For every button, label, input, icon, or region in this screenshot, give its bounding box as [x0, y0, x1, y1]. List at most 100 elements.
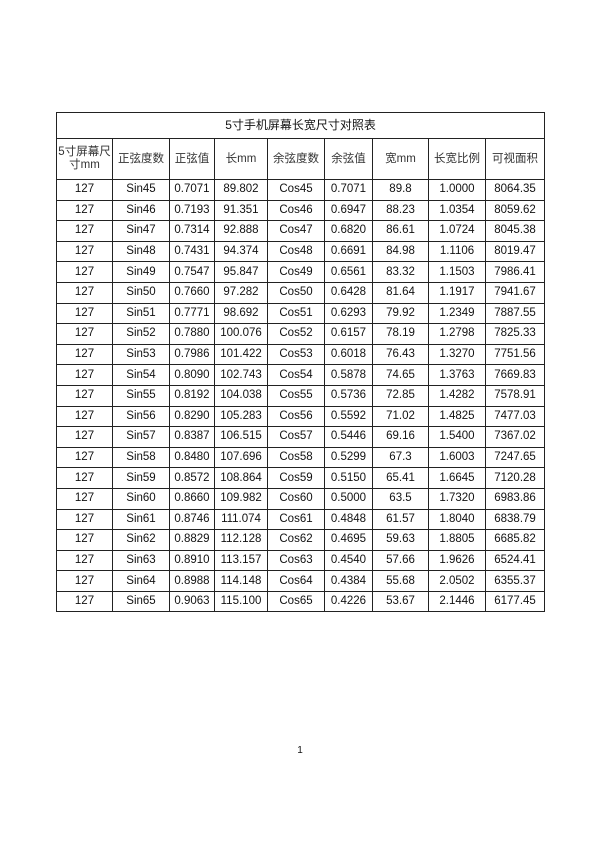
- column-header: 可视面积: [484, 138, 546, 180]
- table-cell: Sin47: [112, 220, 170, 242]
- table-cell: 127: [56, 261, 113, 283]
- table-cell: 86.61: [372, 220, 429, 242]
- table-cell: 112.128: [214, 529, 268, 551]
- header-row: 5寸屏幕尺寸mm 正弦度数 正弦值 长mm 余弦度数 余弦值 宽mm 长宽比例 可视面积: [56, 138, 546, 180]
- table-cell: 0.4848: [324, 508, 373, 531]
- table-cell: 7120.28: [484, 467, 546, 489]
- table-cell: 104.038: [214, 384, 268, 407]
- table-cell: 94.374: [214, 240, 268, 263]
- table-cell: Cos64: [267, 570, 325, 592]
- table-cell: 1.9626: [428, 549, 486, 572]
- table-row: 127 Sin62 0.8829 112.128 Cos62 0.4695 59.63 1.8…: [56, 529, 546, 551]
- table-cell: 127: [56, 467, 113, 489]
- table-cell: 0.7314: [169, 220, 215, 242]
- table-cell: 1.4825: [428, 405, 486, 428]
- table-cell: 83.32: [372, 261, 429, 283]
- table-cell: 0.4226: [324, 590, 373, 613]
- table-cell: 57.66: [372, 549, 429, 572]
- table-row: 127 Sin64 0.8988 114.148 Cos64 0.4384 55.68 2.0…: [56, 570, 546, 592]
- table-cell: 108.864: [214, 467, 268, 489]
- table-row: 127 Sin48 0.7431 94.374 Cos48 0.6691 84.98 1.11…: [56, 240, 546, 263]
- table-cell: 97.282: [214, 281, 268, 304]
- table-cell: 105.283: [214, 405, 268, 428]
- table-cell: 0.7193: [169, 199, 215, 222]
- table-cell: 89.802: [214, 179, 268, 201]
- table-cell: 107.696: [214, 446, 268, 469]
- table-cell: 6524.41: [484, 549, 546, 572]
- table-cell: 53.67: [372, 590, 429, 613]
- table-cell: 127: [56, 426, 113, 448]
- table-cell: 67.3: [372, 446, 429, 469]
- table-cell: 127: [56, 364, 113, 386]
- table-cell: Sin59: [112, 467, 170, 489]
- table-cell: 127: [56, 529, 113, 551]
- table-cell: 127: [56, 220, 113, 242]
- table-cell: 69.16: [372, 426, 429, 448]
- table-cell: 100.076: [214, 323, 268, 345]
- table-cell: Cos50: [267, 281, 325, 304]
- table-cell: 88.23: [372, 199, 429, 222]
- table-cell: 7941.67: [484, 281, 546, 304]
- table-cell: Sin61: [112, 508, 170, 531]
- table-cell: 1.6003: [428, 446, 486, 469]
- table-cell: 6355.37: [484, 570, 546, 592]
- table-cell: Sin52: [112, 323, 170, 345]
- table-row: 127 Sin63 0.8910 113.157 Cos63 0.4540 57.66 1.9…: [56, 549, 546, 572]
- table-cell: 7367.02: [484, 426, 546, 448]
- table-cell: 7669.83: [484, 364, 546, 386]
- table-cell: Cos63: [267, 549, 325, 572]
- table-cell: 55.68: [372, 570, 429, 592]
- table-cell: Sin63: [112, 549, 170, 572]
- column-header: 正弦值: [169, 138, 215, 180]
- table-cell: 8045.38: [484, 220, 546, 242]
- table-cell: 63.5: [372, 487, 429, 510]
- table-cell: 1.6645: [428, 467, 486, 489]
- table-cell: 76.43: [372, 343, 429, 366]
- table-row: 127 Sin47 0.7314 92.888 Cos47 0.6820 86.61 1.07…: [56, 220, 546, 242]
- table-cell: 0.5446: [324, 426, 373, 448]
- table-cell: 101.422: [214, 343, 268, 366]
- table-cell: 1.3763: [428, 364, 486, 386]
- table-cell: 0.8192: [169, 384, 215, 407]
- table-cell: 1.3270: [428, 343, 486, 366]
- table-cell: 7751.56: [484, 343, 546, 366]
- table-cell: 95.847: [214, 261, 268, 283]
- table-cell: 1.4282: [428, 384, 486, 407]
- table-cell: 0.6157: [324, 323, 373, 345]
- table-cell: 1.0724: [428, 220, 486, 242]
- table-row: 127 Sin45 0.7071 89.802 Cos45 0.7071 89.8 1.000…: [56, 179, 546, 201]
- column-header: 长宽比例: [428, 138, 486, 180]
- table-cell: Sin54: [112, 364, 170, 386]
- table-cell: 7887.55: [484, 302, 546, 325]
- table-cell: 114.148: [214, 570, 268, 592]
- table-cell: 6983.86: [484, 487, 546, 510]
- table-row: 127 Sin51 0.7771 98.692 Cos51 0.6293 79.92 1.23…: [56, 302, 546, 325]
- table-row: 127 Sin46 0.7193 91.351 Cos46 0.6947 88.23 1.03…: [56, 199, 546, 222]
- table-cell: 0.6691: [324, 240, 373, 263]
- table-cell: 127: [56, 549, 113, 572]
- table-row: 127 Sin52 0.7880 100.076 Cos52 0.6157 78.19 1.2…: [56, 323, 546, 345]
- table-cell: Cos53: [267, 343, 325, 366]
- table-row: 127 Sin61 0.8746 111.074 Cos61 0.4848 61.57 1.8…: [56, 508, 546, 531]
- table-cell: Sin51: [112, 302, 170, 325]
- table-cell: 65.41: [372, 467, 429, 489]
- table-cell: 1.1106: [428, 240, 486, 263]
- table-cell: 81.64: [372, 281, 429, 304]
- table-cell: 106.515: [214, 426, 268, 448]
- table-cell: 7825.33: [484, 323, 546, 345]
- table-cell: 0.5000: [324, 487, 373, 510]
- table-cell: 0.7771: [169, 302, 215, 325]
- table-cell: 127: [56, 384, 113, 407]
- table-cell: 6685.82: [484, 529, 546, 551]
- table-cell: 0.8572: [169, 467, 215, 489]
- table-cell: 84.98: [372, 240, 429, 263]
- table-cell: 111.074: [214, 508, 268, 531]
- table-row: 127 Sin54 0.8090 102.743 Cos54 0.5878 74.65 1.3…: [56, 364, 546, 386]
- table-cell: 1.1503: [428, 261, 486, 283]
- table-cell: Sin48: [112, 240, 170, 263]
- table-cell: 2.0502: [428, 570, 486, 592]
- table-row: 127 Sin49 0.7547 95.847 Cos49 0.6561 83.32 1.15…: [56, 261, 546, 283]
- table-cell: 0.4540: [324, 549, 373, 572]
- column-header: 正弦度数: [112, 138, 170, 180]
- table-cell: Cos62: [267, 529, 325, 551]
